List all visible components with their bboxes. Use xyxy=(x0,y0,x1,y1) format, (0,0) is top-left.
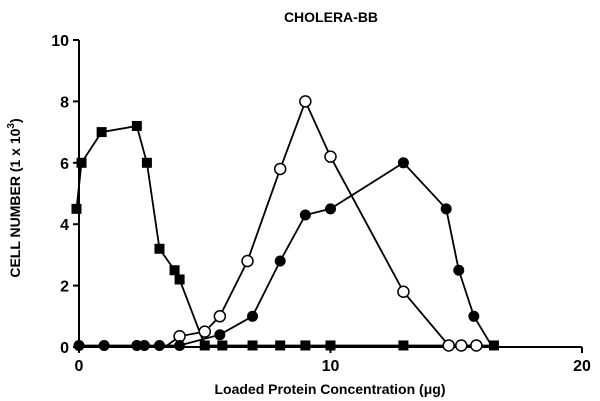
data-point-filled-circle xyxy=(325,203,336,215)
chart-title: CHOLERA-BB xyxy=(284,9,378,25)
data-point-filled-circle xyxy=(397,157,409,169)
series-lines xyxy=(75,99,494,347)
data-point-filled-circle xyxy=(468,310,480,322)
data-point-square xyxy=(247,340,258,351)
series-line-square-filled xyxy=(75,124,494,347)
data-point-filled-circle xyxy=(98,339,110,351)
data-point-square xyxy=(169,265,180,276)
y-tick-label: 10 xyxy=(51,33,69,50)
data-point-square xyxy=(71,203,82,214)
data-point-square xyxy=(217,340,228,351)
x-tick-label: 0 xyxy=(75,358,84,375)
data-point-open-circle xyxy=(397,285,410,298)
y-tick-label: 8 xyxy=(60,94,69,111)
data-point-open-circle xyxy=(442,339,455,352)
y-axis-label-end: ) xyxy=(7,118,23,123)
data-point-square xyxy=(96,127,107,138)
data-point-square xyxy=(76,157,87,168)
data-point-square xyxy=(199,340,210,351)
data-point-open-circle xyxy=(324,150,337,163)
data-point-open-circle xyxy=(273,162,287,176)
data-point-open-circle xyxy=(241,254,254,268)
series-line-circle-open xyxy=(166,99,477,347)
data-point-filled-circle xyxy=(73,339,85,351)
y-tick-label: 0 xyxy=(60,340,69,357)
y-tick-label: 2 xyxy=(60,279,69,296)
data-point-open-circle xyxy=(470,339,483,352)
y-axis-label-sup: 3 xyxy=(6,123,17,129)
data-point-square xyxy=(141,157,152,168)
data-point-open-circle xyxy=(455,339,468,352)
data-point-square xyxy=(174,274,185,285)
data-point-square xyxy=(325,340,336,351)
data-point-filled-circle xyxy=(299,209,311,221)
x-axis-label: Loaded Protein Concentration (μg) xyxy=(214,381,445,397)
data-point-square xyxy=(275,340,286,351)
data-point-filled-circle xyxy=(153,339,165,351)
data-point-square xyxy=(488,340,499,351)
data-point-square xyxy=(300,340,311,351)
data-point-filled-circle xyxy=(274,255,286,267)
axes xyxy=(78,40,582,348)
axis-frame xyxy=(78,40,582,348)
data-point-open-circle xyxy=(299,95,312,108)
y-axis-label-main: CELL NUMBER (1 x 10 xyxy=(7,128,23,277)
y-tick-label: 6 xyxy=(60,156,69,173)
data-point-filled-circle xyxy=(214,329,226,341)
data-point-open-circle xyxy=(213,310,227,323)
y-tick-label: 4 xyxy=(60,217,69,234)
data-point-filled-circle xyxy=(138,339,150,351)
data-point-filled-circle xyxy=(440,203,452,215)
x-tick-label: 20 xyxy=(573,358,591,375)
ticks: 0 2 4 6 8 10 0 10 20 xyxy=(51,33,591,375)
data-point-filled-circle xyxy=(174,339,186,351)
x-tick-label: 10 xyxy=(322,358,340,375)
data-point-square xyxy=(131,120,142,131)
data-point-filled-circle xyxy=(247,310,259,322)
data-point-filled-circle xyxy=(131,339,143,351)
series-line-circle-filled xyxy=(79,161,493,347)
data-point-filled-circle xyxy=(453,264,465,276)
data-point-open-circle xyxy=(198,325,211,338)
series-markers xyxy=(71,95,499,352)
y-axis-label: CELL NUMBER (1 x 103) xyxy=(6,118,23,277)
data-point-square xyxy=(398,340,409,351)
data-point-square xyxy=(154,243,165,254)
